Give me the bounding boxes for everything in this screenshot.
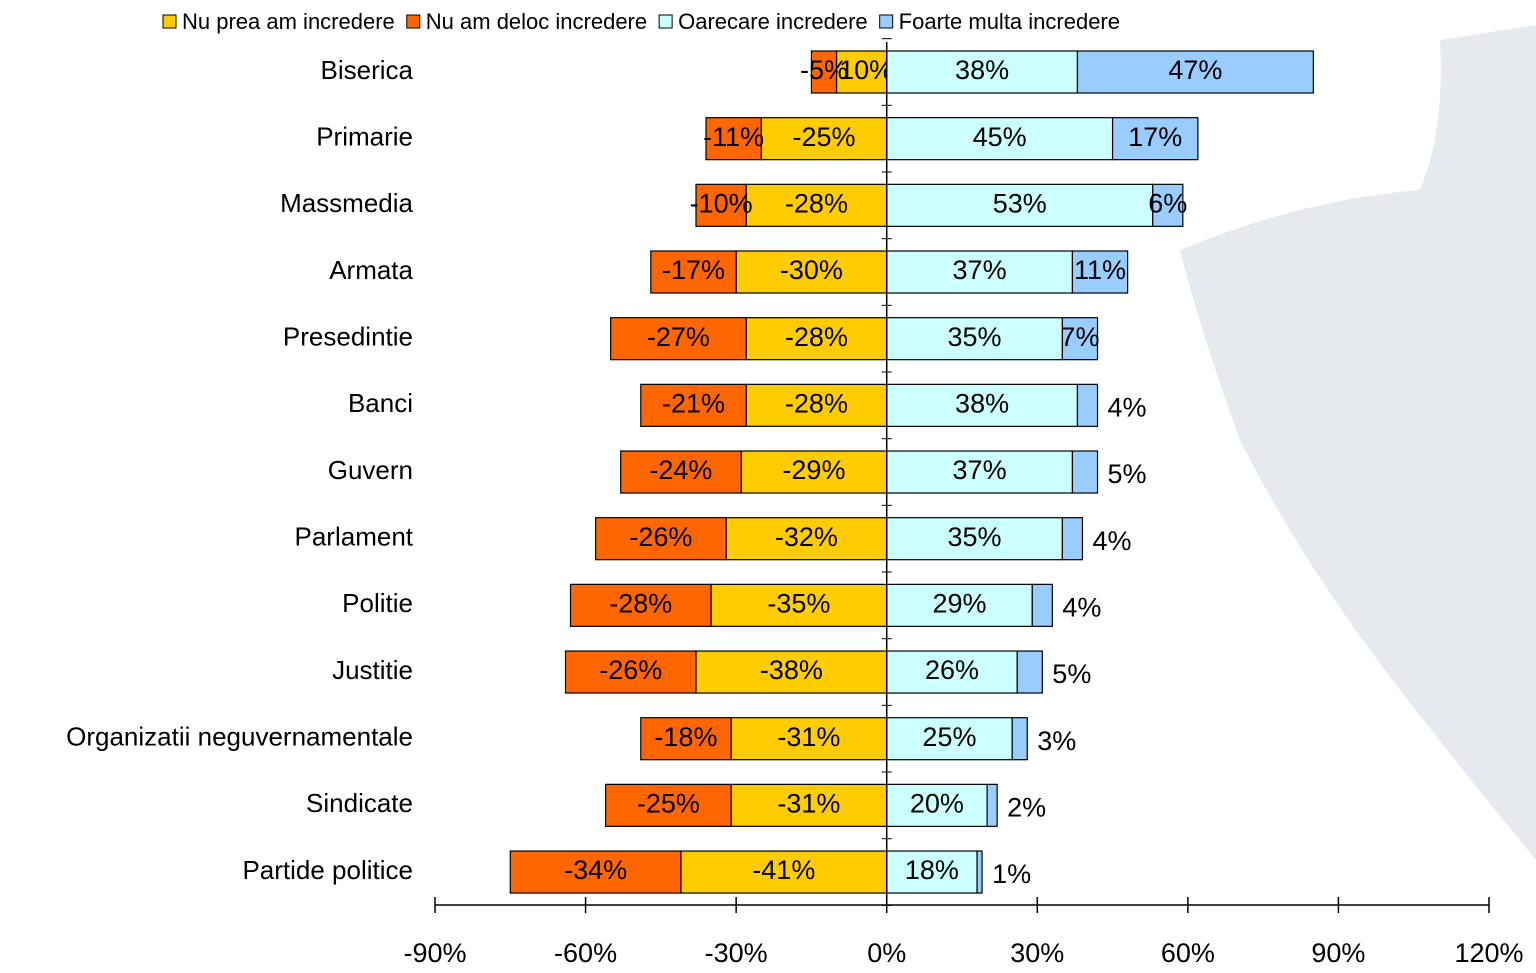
value-label: 26% xyxy=(925,655,979,685)
value-label: -32% xyxy=(775,522,838,552)
legend-label: Nu prea am incredere xyxy=(182,9,395,34)
x-tick-label: 90% xyxy=(1311,938,1365,968)
value-label: -29% xyxy=(782,455,845,485)
value-label: 1% xyxy=(992,859,1031,889)
value-label: -30% xyxy=(780,255,843,285)
page: Nu prea am incredere Nu am deloc increder… xyxy=(0,0,1536,973)
x-tick-label: -60% xyxy=(554,938,617,968)
bar-segment xyxy=(1062,518,1082,560)
category-label: Parlament xyxy=(295,522,414,552)
value-label: 11% xyxy=(1074,255,1126,285)
value-label: 25% xyxy=(922,722,976,752)
value-label: -11% xyxy=(703,122,764,152)
value-label: -24% xyxy=(649,455,712,485)
bar-segment xyxy=(987,784,997,826)
value-label: 37% xyxy=(953,255,1007,285)
x-tick-label: -30% xyxy=(705,938,768,968)
bar-segment xyxy=(1012,718,1027,760)
value-label: -5% xyxy=(800,55,848,85)
value-label: -28% xyxy=(609,588,672,618)
category-label: Partide politice xyxy=(242,855,413,885)
value-label: -25% xyxy=(792,122,855,152)
value-label: 20% xyxy=(910,788,964,818)
value-label: 47% xyxy=(1168,55,1222,85)
x-tick-label: -90% xyxy=(403,938,466,968)
value-label: -34% xyxy=(564,855,627,885)
value-label: 45% xyxy=(973,122,1027,152)
value-label: 6% xyxy=(1148,188,1187,218)
value-label: 5% xyxy=(1052,659,1091,689)
value-label: -21% xyxy=(662,388,725,418)
value-label: 29% xyxy=(932,588,986,618)
chart: Nu prea am incredere Nu am deloc increder… xyxy=(0,0,1536,968)
bar-segment xyxy=(1032,584,1052,626)
value-label: 53% xyxy=(993,188,1047,218)
value-label: 3% xyxy=(1037,726,1076,756)
value-label: -25% xyxy=(637,788,700,818)
value-label: -10% xyxy=(690,188,753,218)
value-label: -27% xyxy=(647,322,710,352)
value-label: -35% xyxy=(767,588,830,618)
value-label: 35% xyxy=(948,522,1002,552)
legend-swatch xyxy=(880,15,893,28)
value-label: 5% xyxy=(1108,459,1147,489)
value-label: -17% xyxy=(662,255,725,285)
value-label: 38% xyxy=(955,55,1009,85)
value-label: 18% xyxy=(905,855,959,885)
value-label: -18% xyxy=(654,722,717,752)
bar-segment xyxy=(1072,451,1097,493)
bar-segment xyxy=(1017,651,1042,693)
category-label: Presedintie xyxy=(283,322,413,352)
category-label: Armata xyxy=(329,255,413,285)
bar-segment xyxy=(1077,384,1097,426)
legend-swatch xyxy=(163,15,176,28)
value-label: 37% xyxy=(953,455,1007,485)
category-label: Primarie xyxy=(316,122,413,152)
value-label: -31% xyxy=(777,788,840,818)
legend-swatch xyxy=(407,15,420,28)
category-label: Organizatii neguvernamentale xyxy=(66,722,413,752)
category-label: Guvern xyxy=(328,455,413,485)
value-label: 4% xyxy=(1092,526,1131,556)
value-label: 35% xyxy=(948,322,1002,352)
x-tick-label: 60% xyxy=(1161,938,1215,968)
value-label: 7% xyxy=(1060,322,1099,352)
legend-label: Oarecare incredere xyxy=(678,9,868,34)
category-label: Banci xyxy=(348,388,413,418)
x-tick-label: 120% xyxy=(1454,938,1523,968)
value-label: -28% xyxy=(785,388,848,418)
value-label: 38% xyxy=(955,388,1009,418)
background-photo xyxy=(1180,25,1536,860)
x-tick-label: 0% xyxy=(867,938,906,968)
value-label: 4% xyxy=(1108,392,1147,422)
x-tick-label: 30% xyxy=(1010,938,1064,968)
category-label: Sindicate xyxy=(306,788,413,818)
bar-segment xyxy=(977,851,982,893)
value-label: -26% xyxy=(629,522,692,552)
category-label: Politie xyxy=(342,588,413,618)
legend-swatch xyxy=(659,15,672,28)
category-label: Massmedia xyxy=(280,188,413,218)
value-label: -26% xyxy=(599,655,662,685)
category-label: Justitie xyxy=(332,655,413,685)
category-label: Biserica xyxy=(321,55,414,85)
value-label: 2% xyxy=(1007,792,1046,822)
value-label: -41% xyxy=(752,855,815,885)
value-label: -28% xyxy=(785,188,848,218)
value-label: -38% xyxy=(760,655,823,685)
value-label: -28% xyxy=(785,322,848,352)
legend-label: Foarte multa incredere xyxy=(899,9,1120,34)
value-label: -31% xyxy=(777,722,840,752)
value-label: 4% xyxy=(1062,592,1101,622)
legend-label: Nu am deloc incredere xyxy=(426,9,647,34)
value-label: 17% xyxy=(1128,122,1182,152)
